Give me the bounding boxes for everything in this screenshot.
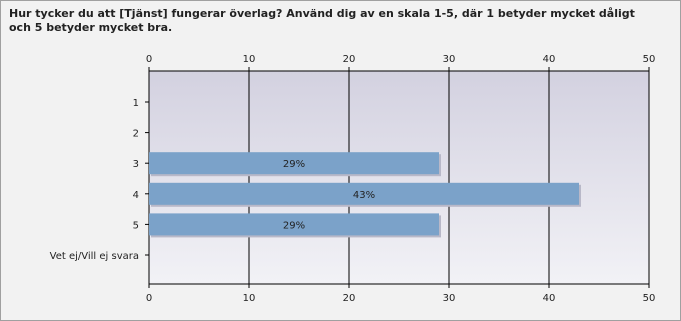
- x-tick-label: 20: [343, 54, 356, 65]
- chart-title: Hur tycker du att [Tjänst] fungerar över…: [9, 7, 635, 34]
- x-tick-label: 0: [146, 54, 152, 65]
- x-tick-label: 50: [643, 293, 656, 304]
- value-label: 43%: [353, 190, 375, 201]
- bar: [149, 213, 439, 236]
- x-tick-label: 10: [243, 293, 256, 304]
- plot-area: [149, 71, 649, 284]
- x-tick-label: 40: [543, 293, 556, 304]
- y-tick-label: 3: [133, 159, 139, 170]
- value-label: 29%: [283, 159, 305, 170]
- y-tick-label: 1: [133, 98, 139, 109]
- bar: [149, 182, 579, 205]
- x-tick-label: 0: [146, 293, 152, 304]
- bar: [149, 152, 439, 175]
- y-tick-label: 4: [133, 190, 139, 201]
- x-tick-label: 40: [543, 54, 556, 65]
- x-tick-label: 50: [643, 54, 656, 65]
- x-tick-label: 10: [243, 54, 256, 65]
- x-tick-label: 20: [343, 293, 356, 304]
- y-tick-label: 2: [133, 129, 139, 140]
- x-tick-label: 30: [443, 293, 456, 304]
- y-tick-label: 5: [133, 220, 139, 231]
- x-tick-label: 30: [443, 54, 456, 65]
- value-label: 29%: [283, 220, 305, 231]
- y-tick-label: Vet ej/Vill ej svara: [50, 251, 139, 262]
